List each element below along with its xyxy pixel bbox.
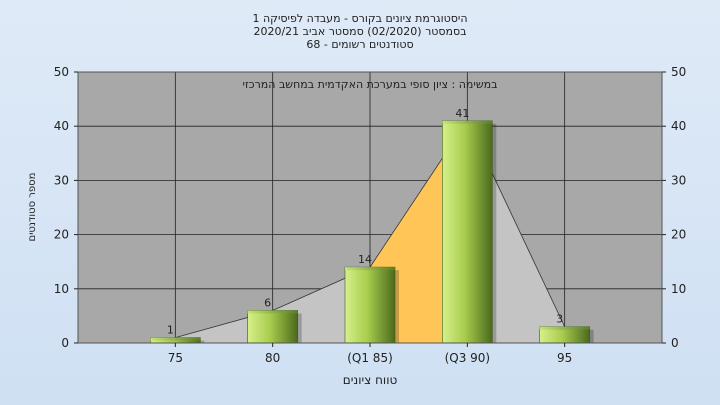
- x-tick-label-1: 80: [265, 351, 280, 365]
- bar-cap-3: [442, 120, 493, 124]
- x-tick-label-4: 95: [557, 351, 572, 365]
- chart-title-line-1: היסטוגרמת ציונים בקורס - מעבדה לפיסיקה 1: [252, 12, 467, 25]
- y-tick-left-label-2: 20: [54, 228, 69, 242]
- data-label-2: 14: [358, 253, 372, 266]
- bar-cap-1: [247, 310, 298, 314]
- y-axis-left: 0 10 20 30 40 50: [54, 65, 78, 350]
- x-axis: 75 80 (Q1 85) (Q3 90) 95: [168, 343, 572, 365]
- y-tick-right-label-3: 30: [671, 173, 686, 187]
- y-tick-left-label-1: 10: [54, 282, 69, 296]
- x-tick-label-0: 75: [168, 351, 183, 365]
- y-tick-left-label-5: 50: [54, 65, 69, 79]
- bar-2: [344, 266, 396, 344]
- bar-cap-0: [150, 337, 201, 341]
- data-label-0: 1: [167, 324, 174, 337]
- y-tick-right-label-2: 20: [671, 228, 686, 242]
- chart-title-line-3: סטודנטים רשומים - 68: [306, 38, 413, 51]
- y-tick-left-label-4: 40: [54, 119, 69, 133]
- bar-1: [247, 310, 298, 344]
- y-tick-right-label-4: 40: [671, 119, 686, 133]
- y-tick-left-label-0: 0: [61, 336, 69, 350]
- chart-title-line-2: בסמסטר (02/2020) סמסטר אביב 2020/21: [253, 25, 466, 38]
- data-labels: 1 6 14 41 3: [167, 107, 563, 337]
- y-axis-label: מספר סטודנטים: [27, 173, 38, 242]
- data-label-3: 41: [455, 107, 469, 120]
- x-axis-label: טווח ציונים: [343, 373, 398, 387]
- x-tick-label-2: (Q1 85): [347, 351, 393, 365]
- bar-cap-4: [539, 326, 590, 330]
- y-axis-right: 0 10 20 30 40 50: [662, 65, 686, 350]
- data-label-1: 6: [264, 296, 271, 309]
- y-tick-left-label-3: 30: [54, 173, 69, 187]
- bar-3: [442, 120, 493, 344]
- y-tick-right-label-5: 50: [671, 65, 686, 79]
- chart-annotation: במשימה : ציון סופי במערכת האקדמית במחשב …: [243, 78, 498, 91]
- y-tick-right-label-1: 10: [671, 282, 686, 296]
- bar-cap-2: [345, 267, 395, 271]
- y-tick-right-label-0: 0: [671, 336, 679, 350]
- bars: [150, 120, 594, 344]
- data-label-4: 3: [556, 313, 563, 326]
- x-tick-label-3: (Q3 90): [445, 351, 491, 365]
